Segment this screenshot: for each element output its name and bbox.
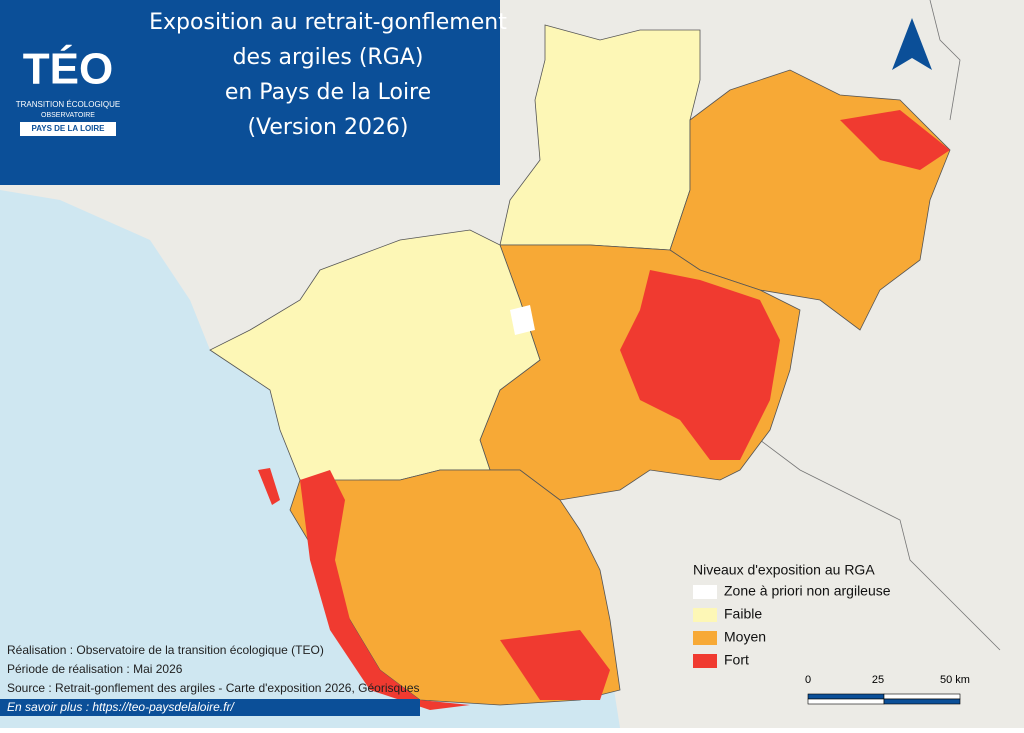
logo-name: TÉO: [23, 44, 113, 94]
link[interactable]: En savoir plus : https://teo-paysdelaloi…: [7, 700, 235, 714]
link-bar: [0, 699, 420, 716]
zone: [510, 305, 535, 335]
title-box: [0, 0, 500, 185]
high-zones: [258, 110, 950, 710]
credit: Période de réalisation : Mai 2026: [7, 662, 183, 676]
credit: Réalisation : Observatoire de la transit…: [7, 643, 324, 657]
logo-region: PAYS DE LA LOIRE: [31, 124, 105, 133]
logo-line: TRANSITION ÉCOLOGIQUE: [16, 100, 120, 109]
title-line: des argiles (RGA): [233, 45, 424, 70]
scale-bar: [807, 698, 885, 705]
title-line: en Pays de la Loire: [225, 80, 431, 105]
logo-badge: [20, 122, 116, 136]
north-arrow: [892, 18, 932, 70]
title-line: Exposition au retrait-gonflement: [149, 10, 507, 35]
scale-bar: [883, 698, 961, 705]
scale-bar: [883, 693, 961, 700]
legend-swatch: [693, 631, 717, 645]
legend-label: Fort: [724, 652, 749, 668]
zone: [620, 270, 780, 460]
logo-line: OBSERVATOIRE: [41, 112, 95, 119]
legend-swatch: [693, 608, 717, 622]
legend-swatch: [693, 654, 717, 668]
zone: [258, 468, 280, 505]
legend-label: Moyen: [724, 629, 766, 645]
legend-title: Niveaux d'exposition au RGA: [693, 562, 875, 578]
legend-label: Zone à priori non argileuse: [724, 583, 891, 599]
scale-label: 0: [805, 674, 811, 686]
zone: [500, 630, 610, 700]
credit: Source : Retrait-gonflement des argiles …: [7, 681, 420, 695]
scale-bar: [807, 693, 885, 700]
border: [929, 0, 961, 121]
legend-label: Faible: [724, 606, 762, 622]
scale-label: 50 km: [940, 674, 970, 686]
zone: [300, 470, 470, 710]
legend-swatch: [693, 585, 717, 599]
scale-label: 25: [872, 674, 884, 686]
border: [759, 439, 1001, 651]
title-line: (Version 2026): [247, 115, 408, 140]
zone: [840, 110, 950, 170]
